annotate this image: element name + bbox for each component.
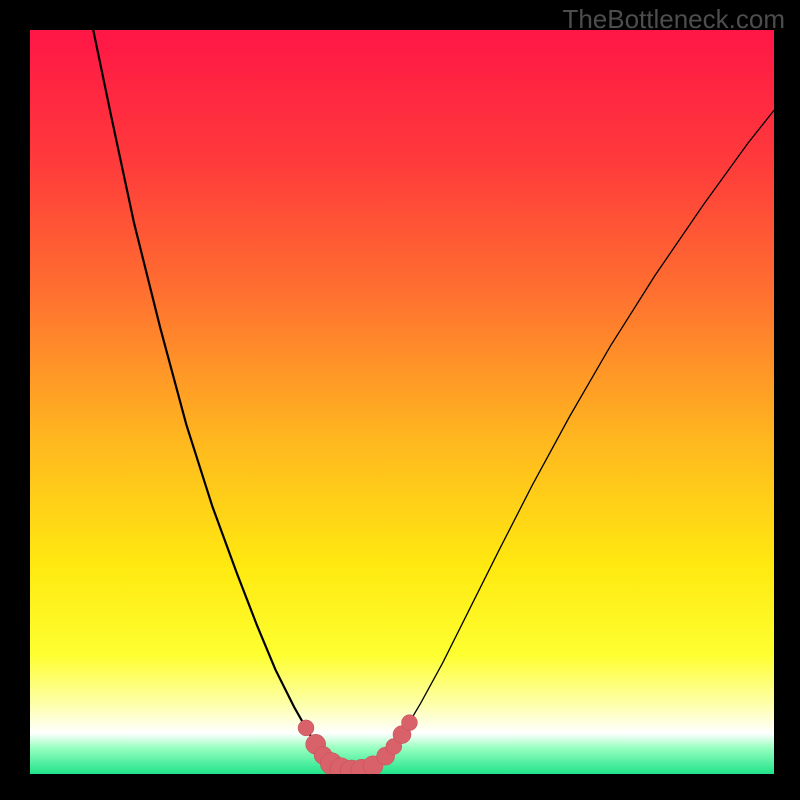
curve-marker [401, 715, 417, 731]
watermark-label: TheBottleneck.com [562, 4, 785, 35]
plot-area [30, 30, 774, 774]
curve-marker [298, 720, 314, 736]
curve-markers [30, 30, 774, 774]
